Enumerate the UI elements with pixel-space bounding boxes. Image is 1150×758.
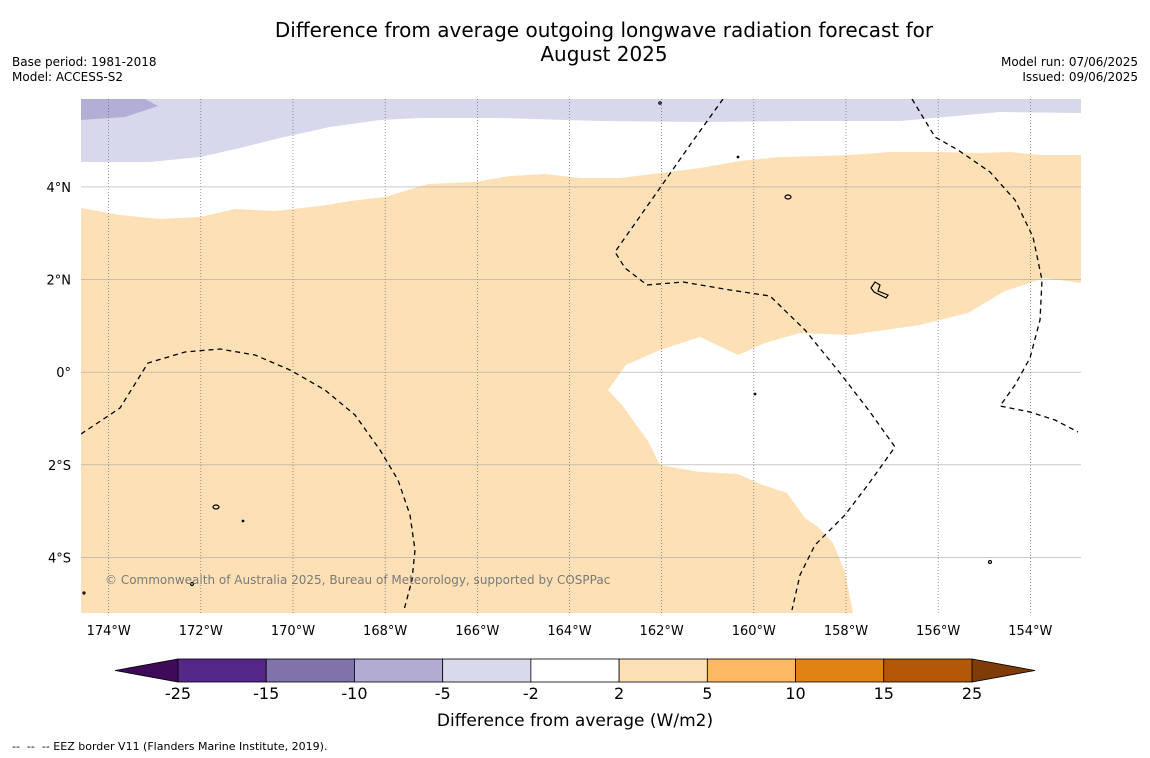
longitude-labels: 174°W 172°W 170°W 168°W 166°W 164°W 162°W 160°W… <box>87 624 1053 639</box>
anomaly-region-light-purple <box>81 99 1081 162</box>
island-kiritimati <box>870 281 889 299</box>
latitude-tick-label: 2°S <box>48 459 71 474</box>
latitude-tick-label: 4°N <box>47 181 72 196</box>
longitude-tick-label: 168°W <box>363 624 407 639</box>
colorbar-tick-label: -15 <box>253 684 279 700</box>
longitude-tick-label: 160°W <box>732 624 776 639</box>
eez-border-line-islands <box>614 99 896 611</box>
base-period: Base period: 1981-2018 <box>12 55 157 69</box>
parallel-grid <box>81 186 1081 558</box>
colorbar-tick-label: 10 <box>785 684 805 700</box>
longitude-tick-label: 164°W <box>547 624 591 639</box>
colorbar-segment <box>265 658 355 683</box>
latitude-tick-label: 2°N <box>47 274 72 289</box>
colorbar-tick-label: 25 <box>962 684 982 700</box>
map-plot-area: © Commonwealth of Australia 2025, Bureau… <box>81 99 1081 613</box>
model-run: Model run: 07/06/2025 <box>1000 55 1138 69</box>
longitude-tick-label: 158°W <box>824 624 868 639</box>
colorbar-segment <box>442 658 532 683</box>
longitude-tick-label: 166°W <box>455 624 499 639</box>
eez-footnote: -- -- -- EEZ border V11 (Flanders Marine… <box>12 740 328 753</box>
colorbar-tick-label: -5 <box>435 684 451 700</box>
anomaly-region-mid-purple <box>81 99 158 120</box>
island-enderbury <box>241 519 245 523</box>
eez-border-east <box>911 99 1079 433</box>
longitude-tick-label: 170°W <box>271 624 315 639</box>
latitude-tick-label: 0° <box>56 366 71 381</box>
colorbar-segment <box>618 658 708 683</box>
longitude-tick-label: 172°W <box>179 624 223 639</box>
colorbar: -25 -15 -10 -5 -2 2 5 10 15 25 <box>114 658 1036 700</box>
eez-border-phoenix <box>81 348 416 611</box>
meta-left: Base period: 1981-2018 Model: ACCESS-S2 <box>12 55 157 85</box>
title-line-1: Difference from average outgoing longwav… <box>274 18 934 42</box>
colorbar-tick-label: -25 <box>165 684 191 700</box>
colorbar-segment <box>706 658 796 683</box>
island-teraina <box>658 101 662 105</box>
island-small-1 <box>736 155 740 159</box>
colorbar-segment <box>795 658 885 683</box>
title-line-2: August 2025 <box>540 42 668 66</box>
island-malden <box>987 559 993 565</box>
latitude-tick-label: 4°S <box>48 551 71 566</box>
longitude-tick-label: 174°W <box>87 624 131 639</box>
colorbar-segment <box>883 658 973 683</box>
colorbar-over-arrow <box>971 658 1036 683</box>
colorbar-tick-label: -10 <box>341 684 367 700</box>
colorbar-segment <box>177 658 267 683</box>
eez-borders <box>81 99 1079 611</box>
model-name: Model: ACCESS-S2 <box>12 70 124 84</box>
longitude-tick-label: 156°W <box>916 624 960 639</box>
colorbar-segment <box>354 658 444 683</box>
colorbar-tick-label: 2 <box>614 684 624 700</box>
colorbar-tick-label: 15 <box>874 684 894 700</box>
islands <box>82 101 993 595</box>
meta-right: Model run: 07/06/2025 Issued: 09/06/2025 <box>1001 55 1138 85</box>
map-figure: © Commonwealth of Australia 2025, Bureau… <box>47 99 1081 700</box>
longitude-tick-label: 162°W <box>640 624 684 639</box>
issued-date: Issued: 09/06/2025 <box>1022 70 1138 84</box>
colorbar-label: Difference from average (W/m2) <box>436 711 714 731</box>
colorbar-tick-label: -2 <box>523 684 539 700</box>
colorbar-segment <box>530 658 620 683</box>
island-tabuaeran <box>784 194 792 200</box>
longitude-tick-label: 154°W <box>1008 624 1052 639</box>
colorbar-under-arrow <box>114 658 179 683</box>
island-small-2 <box>82 591 86 595</box>
copyright-notice: © Commonwealth of Australia 2025, Bureau… <box>105 573 610 587</box>
island-jarvis <box>753 392 757 396</box>
anomaly-region-light-orange <box>81 152 1081 613</box>
island-kanton <box>212 504 220 510</box>
colorbar-tick-label: 5 <box>702 684 712 700</box>
latitude-labels: 4°N 2°N 0° 2°S 4°S <box>47 181 72 566</box>
chart-title: Difference from average outgoing longwav… <box>250 18 958 66</box>
island-birnie <box>189 581 195 587</box>
